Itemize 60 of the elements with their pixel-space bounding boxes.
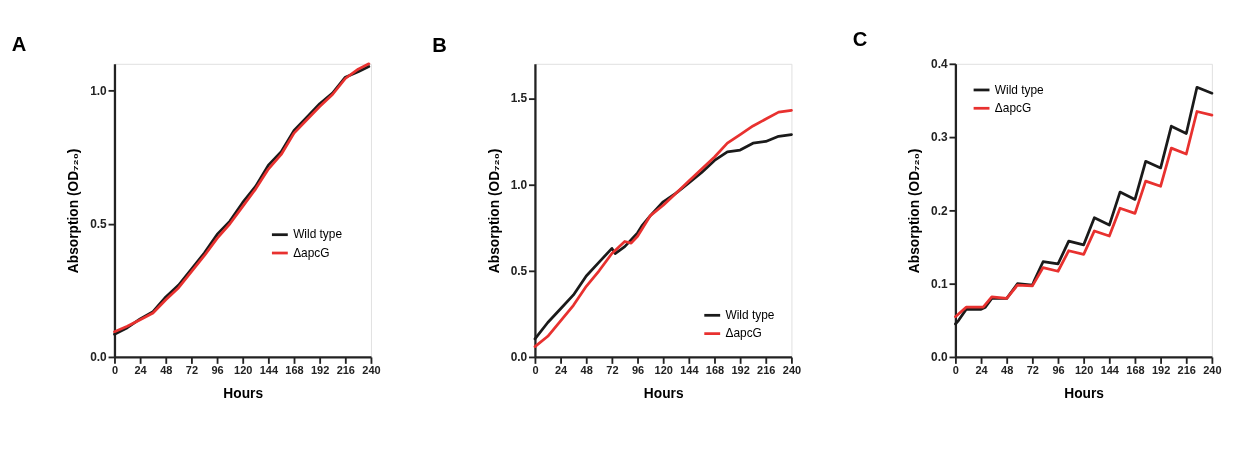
y-axis-title: Absorption (OD₇₂₀) bbox=[66, 148, 82, 274]
y-tick-label: 0.3 bbox=[931, 130, 949, 145]
y-tick-label: 0.5 bbox=[90, 216, 108, 231]
x-tick-label: 96 bbox=[631, 363, 645, 376]
x-tick-label: 72 bbox=[606, 363, 619, 376]
chart-title: B bbox=[432, 33, 447, 56]
x-tick-label: 120 bbox=[654, 363, 673, 376]
x-tick-label: 168 bbox=[285, 363, 304, 376]
legend-label: Wild type bbox=[725, 307, 775, 322]
y-tick-label: 0.0 bbox=[510, 350, 528, 365]
y-tick-label: 1.0 bbox=[90, 83, 108, 98]
y-tick-label: 0.2 bbox=[931, 203, 949, 218]
legend-label: ΔapcG bbox=[994, 100, 1032, 115]
x-tick-label: 96 bbox=[211, 363, 224, 376]
chart-title: A bbox=[11, 32, 27, 55]
x-axis-title: Hours bbox=[643, 385, 684, 401]
x-tick-label: 168 bbox=[705, 363, 725, 376]
x-tick-label: 168 bbox=[1126, 363, 1145, 376]
x-tick-label: 144 bbox=[259, 363, 279, 376]
x-tick-label: 96 bbox=[1052, 363, 1065, 376]
y-tick-label: 0.0 bbox=[931, 350, 949, 365]
x-tick-label: 0 bbox=[952, 363, 959, 376]
y-tick-label: 0.1 bbox=[931, 276, 949, 291]
legend-label: ΔapcG bbox=[293, 245, 330, 260]
x-tick-label: 192 bbox=[310, 363, 330, 376]
legend-label: Wild type bbox=[994, 82, 1045, 97]
y-tick-label: 1.0 bbox=[510, 177, 528, 192]
legend-label: Wild type bbox=[293, 227, 343, 242]
y-axis-title: Absorption (OD₇₂₀) bbox=[907, 148, 923, 274]
x-tick-label: 24 bbox=[554, 363, 569, 376]
y-axis-title: Absorption (OD₇₂₀) bbox=[486, 148, 502, 274]
x-tick-label: 120 bbox=[234, 363, 253, 376]
x-tick-label: 144 bbox=[1100, 363, 1120, 376]
x-tick-label: 120 bbox=[1074, 363, 1094, 376]
x-tick-label: 144 bbox=[680, 363, 700, 376]
y-tick-label: 0.4 bbox=[931, 56, 949, 71]
x-tick-label: 0 bbox=[111, 363, 119, 376]
x-tick-label: 48 bbox=[160, 363, 173, 376]
x-tick-label: 192 bbox=[731, 363, 750, 376]
x-tick-label: 0 bbox=[532, 363, 539, 376]
x-tick-label: 72 bbox=[185, 363, 199, 376]
x-tick-label: 24 bbox=[975, 363, 989, 376]
x-tick-label: 48 bbox=[1001, 363, 1014, 376]
x-tick-label: 240 bbox=[782, 363, 802, 376]
y-tick-label: 1.5 bbox=[510, 91, 528, 106]
y-tick-label: 0.0 bbox=[90, 350, 108, 365]
x-tick-label: 48 bbox=[580, 363, 593, 376]
x-tick-label: 240 bbox=[362, 363, 381, 376]
x-tick-label: 192 bbox=[1151, 363, 1171, 376]
x-tick-label: 72 bbox=[1026, 363, 1039, 376]
x-tick-label: 216 bbox=[336, 363, 355, 376]
x-tick-label: 240 bbox=[1203, 363, 1222, 376]
x-tick-label: 24 bbox=[134, 363, 148, 376]
x-axis-title: Hours bbox=[1064, 385, 1105, 401]
x-axis-title: Hours bbox=[223, 385, 264, 401]
x-tick-label: 216 bbox=[1177, 363, 1196, 376]
legend-label: ΔapcG bbox=[725, 326, 762, 341]
y-tick-label: 0.5 bbox=[510, 263, 528, 278]
chart-title: C bbox=[852, 28, 868, 51]
x-tick-label: 216 bbox=[757, 363, 776, 376]
